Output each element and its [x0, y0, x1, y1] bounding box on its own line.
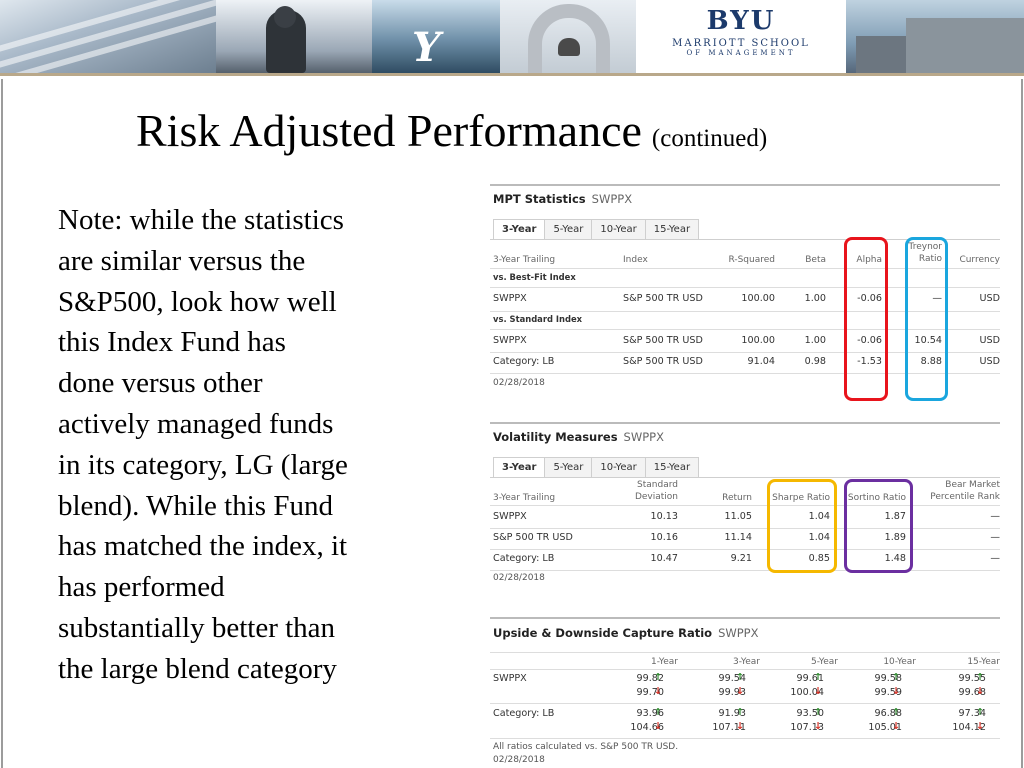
- mpt-ticker: SWPPX: [591, 192, 633, 206]
- note-line: has performed: [58, 571, 225, 604]
- arrow-up-icon: ↑: [892, 672, 901, 683]
- byu-marriott-logo: BYU MARRIOTT SCHOOL OF MANAGEMENT: [636, 0, 846, 73]
- banner-photo-campus: [846, 0, 1024, 73]
- arrow-up-icon: ↑: [814, 672, 823, 683]
- mpt-section-title: MPT Statistics SWPPX: [493, 192, 633, 206]
- mpt-col-currency: Currency: [959, 255, 1000, 265]
- standard-index-label: vs. Standard Index: [493, 314, 583, 324]
- alpha-highlight-box: [844, 237, 888, 401]
- mpt-tab-3-year[interactable]: 3-Year: [493, 219, 546, 239]
- note-line: in its category, LG (large: [58, 448, 348, 481]
- mpt-col-index: Index: [623, 255, 648, 265]
- mpt-tab-10-year[interactable]: 10-Year: [591, 219, 646, 239]
- morningstar-screenshot: MPT Statistics SWPPX 3-Year 5-Year 10-Yea…: [490, 184, 1002, 768]
- arrow-down-icon: ↓: [736, 686, 745, 697]
- banner-photo-bell: [500, 0, 636, 73]
- slide-title: Risk Adjusted Performance (continued): [136, 104, 767, 157]
- arrow-up-icon: ↑: [654, 672, 663, 683]
- slide-title-sub: (continued): [651, 125, 768, 152]
- note-line: actively managed funds: [58, 407, 334, 440]
- volatility-section-title: Volatility Measures SWPPX: [493, 430, 664, 444]
- vol-col-sharpe: Sharpe Ratio: [772, 493, 830, 503]
- mpt-tabs: 3-Year 5-Year 10-Year 15-Year: [493, 219, 700, 239]
- note-text: Note: while the statistics are similar v…: [58, 200, 408, 690]
- vol-col-std: Standard Deviation: [634, 480, 678, 502]
- mpt-tab-5-year[interactable]: 5-Year: [544, 219, 593, 239]
- logo-byu-text: BYU: [706, 6, 776, 36]
- vol-col-trailing: 3-Year Trailing: [493, 493, 556, 503]
- mpt-col-alpha: Alpha: [856, 255, 882, 265]
- logo-school-sub-text: OF MANAGEMENT: [686, 49, 796, 57]
- arrow-up-icon: ↑: [814, 707, 823, 718]
- note-line: the large blend category: [58, 652, 337, 685]
- arrow-up-icon: ↑: [892, 707, 901, 718]
- arrow-up-icon: ↑: [976, 672, 985, 683]
- vol-col-sortino: Sortino Ratio: [847, 493, 906, 503]
- header-banner: Y BYU MARRIOTT SCHOOL OF MANAGEMENT: [0, 0, 1024, 76]
- capture-date: 02/28/2018: [493, 755, 545, 765]
- arrow-down-icon: ↓: [654, 721, 663, 732]
- capture-col-5-year: 5-Year: [811, 657, 838, 667]
- note-line: has matched the index, it: [58, 530, 348, 563]
- y-mountain-logo: Y: [412, 24, 441, 71]
- arrow-down-icon: ↓: [736, 721, 745, 732]
- arrow-up-icon: ↑: [654, 707, 663, 718]
- sortino-highlight-box: [844, 479, 913, 573]
- section-rule: [490, 617, 1000, 619]
- capture-col-15-year: 15-Year: [967, 657, 1000, 667]
- arrow-down-icon: ↓: [976, 721, 985, 732]
- arrow-down-icon: ↓: [654, 686, 663, 697]
- slide-frame: [1, 79, 1023, 768]
- mpt-col-treynor: Treynor Ratio: [908, 242, 942, 264]
- capture-col-10-year: 10-Year: [883, 657, 916, 667]
- note-line: substantially better than: [58, 611, 336, 644]
- volatility-ticker: SWPPX: [623, 430, 664, 444]
- section-rule: [490, 184, 1000, 186]
- banner-photo-building: [0, 0, 216, 73]
- arrow-down-icon: ↓: [892, 721, 901, 732]
- treynor-highlight-box: [905, 237, 948, 401]
- banner-photo-mountain-y: Y: [372, 0, 500, 73]
- arrow-up-icon: ↑: [736, 707, 745, 718]
- mpt-date: 02/28/2018: [493, 378, 545, 388]
- mpt-col-trailing: 3-Year Trailing: [493, 255, 556, 265]
- arrow-down-icon: ↓: [892, 686, 901, 697]
- mpt-tab-15-year[interactable]: 15-Year: [644, 219, 700, 239]
- note-line: this Index Fund has: [58, 326, 286, 359]
- capture-footnote: All ratios calculated vs. S&P 500 TR USD…: [493, 742, 679, 752]
- vol-tab-5-year[interactable]: 5-Year: [544, 457, 593, 477]
- vol-col-bear-market: Bear Market Percentile Rank: [930, 480, 1000, 502]
- best-fit-label: vs. Best-Fit Index: [493, 272, 576, 282]
- note-line: Note: while the statistics: [58, 204, 344, 236]
- capture-section-title: Upside & Downside Capture Ratio SWPPX: [493, 626, 759, 640]
- slide-title-main: Risk Adjusted Performance: [136, 105, 642, 156]
- bell-icon: [558, 38, 580, 56]
- vol-col-return: Return: [722, 493, 752, 503]
- sharpe-highlight-box: [767, 479, 837, 573]
- vol-tab-15-year[interactable]: 15-Year: [644, 457, 700, 477]
- capture-col-3-year: 3-Year: [733, 657, 760, 667]
- capture-col-1-year: 1-Year: [651, 657, 678, 667]
- vol-tab-10-year[interactable]: 10-Year: [591, 457, 646, 477]
- volatility-tabs: 3-Year 5-Year 10-Year 15-Year: [493, 457, 700, 477]
- note-line: are similar versus the: [58, 244, 306, 277]
- note-line: blend). While this Fund: [58, 489, 333, 522]
- mpt-col-rsquared: R-Squared: [728, 255, 775, 265]
- arrow-up-icon: ↑: [976, 707, 985, 718]
- volatility-date: 02/28/2018: [493, 573, 545, 583]
- arrow-down-icon: ↓: [976, 686, 985, 697]
- arrow-down-icon: ↓: [814, 686, 823, 697]
- arrow-up-icon: ↑: [736, 672, 745, 683]
- note-line: S&P500, look how well: [58, 285, 337, 318]
- capture-ticker: SWPPX: [718, 626, 759, 640]
- arrow-down-icon: ↓: [814, 721, 823, 732]
- note-line: done versus other: [58, 367, 263, 400]
- logo-school-text: MARRIOTT SCHOOL: [672, 38, 810, 49]
- mpt-col-beta: Beta: [805, 255, 826, 265]
- banner-photo-statue: [216, 0, 372, 73]
- section-rule: [490, 422, 1000, 424]
- vol-tab-3-year[interactable]: 3-Year: [493, 457, 546, 477]
